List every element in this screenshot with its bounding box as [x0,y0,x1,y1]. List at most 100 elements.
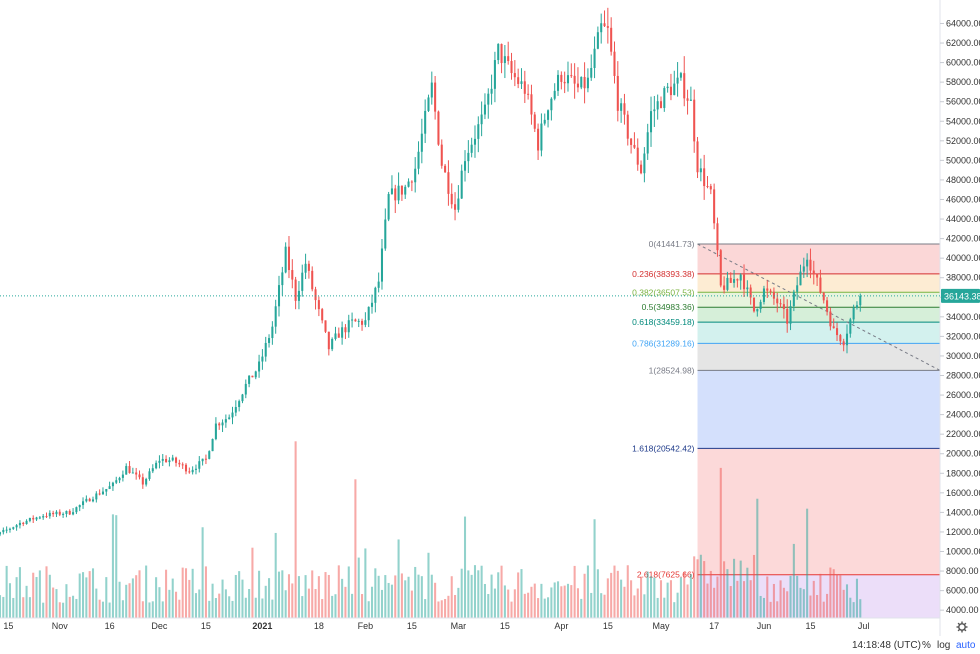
auto-scale-button[interactable]: auto [956,640,976,651]
volume-bar [473,565,477,618]
candle-body [633,144,636,148]
volume-bar [829,567,832,618]
volume-bar [786,591,789,618]
volume-bar [125,584,128,618]
candle-body [291,270,294,280]
candle-body [659,101,663,108]
y-tick-label: 4000.00 [946,605,979,615]
volume-bar [224,589,227,618]
volume-bar [344,586,347,618]
volume-bar [141,601,144,618]
volume-bar [341,578,344,618]
volume-bar [417,574,420,618]
candle-body [543,119,546,124]
candle-body [75,507,78,513]
candle-body [527,93,530,95]
candle-body [643,153,646,174]
candle-body [331,338,334,350]
volume-bar [440,600,443,618]
volume-bar [822,601,825,618]
volume-bar [254,597,257,618]
y-tick-label: 22000.00 [946,429,980,439]
candle-body [832,326,835,329]
candle-body [327,331,330,350]
candle-body [118,477,121,481]
candle-body [311,270,314,290]
volume-bar [25,585,28,618]
candle-body [52,512,55,515]
candle-body [586,77,589,89]
volume-bar [603,594,606,618]
volume-bar [586,565,589,618]
percent-scale-button[interactable]: % [922,640,931,651]
candle-body [45,516,48,518]
gear-icon[interactable] [956,620,968,633]
volume-bar [832,569,835,618]
volume-bar [537,598,540,618]
volume-bar [181,567,184,618]
volume-bar [686,584,689,618]
volume-bar [287,574,291,618]
candle-body [739,274,742,281]
fib-zone [697,273,940,293]
volume-bar [723,561,726,618]
fib-level-label: 0.5(34983.36) [642,302,695,312]
volume-bar [802,589,805,618]
candle-body [556,74,560,91]
price-chart[interactable]: 0(41441.73) 0.236(38393.38) 0.382(36507.53… [0,0,980,636]
volume-bar [82,572,85,618]
fib-retracement-layer[interactable]: 0(41441.73) 0.236(38393.38) 0.382(36507.53… [632,239,941,618]
volume-bar [238,571,241,618]
volume-bar [128,583,131,618]
candle-body [480,114,483,125]
candle-body [620,103,623,111]
candle-body [248,375,251,384]
candle-body [653,109,656,112]
volume-bar [108,602,111,618]
candle-body [510,61,513,74]
candle-body [125,466,128,475]
volume-bar [792,543,795,618]
volume-bar [636,588,639,618]
volume-bar [606,578,609,618]
volume-bar [809,595,812,618]
candle-body [35,517,38,520]
fib-zone [697,292,940,308]
volume-bar [0,595,2,618]
volume-bar [543,598,546,618]
candle-body [377,281,380,288]
candle-body [689,99,692,101]
candle-body [268,338,271,343]
log-scale-button[interactable]: log [937,640,951,651]
bottom-toolbar: 14:18:48 (UTC) % log auto [0,636,980,654]
candle-body [806,259,809,267]
x-tick-label: 15 [603,621,613,631]
volume-bar [550,587,553,618]
volume-layer [0,441,862,618]
volume-bar [307,588,310,618]
x-tick-label: Nov [52,621,69,631]
candle-body [845,333,849,346]
volume-bar [55,589,58,618]
volume-bar [32,572,35,618]
candle-body [483,104,486,115]
x-axis-ticks[interactable]: 15 Nov 16 Dec 15 2021 18 Feb 15 Mar 15 Apr 15 May 17 Ju… [3,621,869,631]
candle-body [324,320,327,332]
volume-bar [171,578,174,618]
candle-body [789,306,792,324]
candle-body [115,480,118,483]
candle-body [457,198,460,210]
y-axis-ticks[interactable]: 4000.00 6000.00 8000.00 10000.00 12000.00 140… [940,18,980,615]
candle-body [503,56,506,64]
last-price-marker: 36143.38 [0,288,980,303]
candle-body [517,77,520,84]
candle-body [111,482,114,487]
volume-bar [155,577,158,618]
candle-body [852,307,855,320]
candle-body [171,457,174,461]
candle-body [626,114,629,139]
volume-bar [746,567,749,618]
fib-zone [697,370,940,449]
candle-body [513,73,516,78]
volume-bar [610,572,613,618]
